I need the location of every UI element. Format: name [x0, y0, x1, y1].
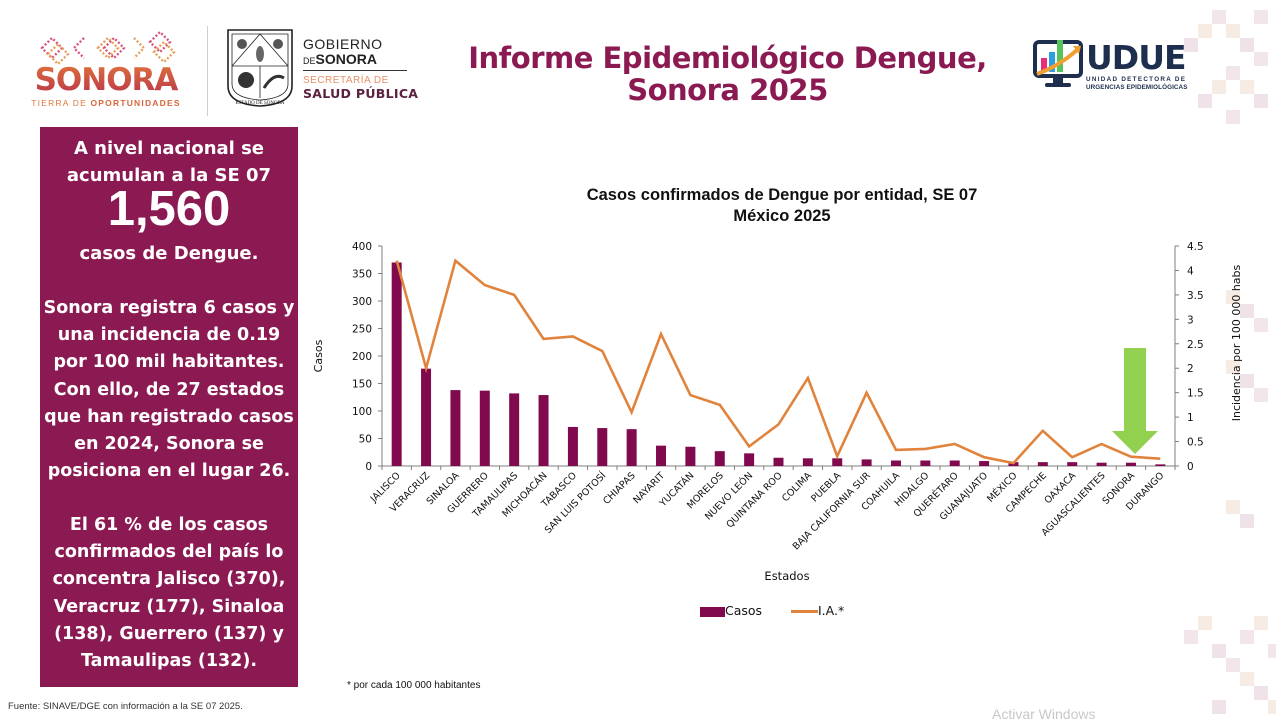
- bar-colima: [803, 458, 813, 466]
- legend-swatch-line: [791, 610, 818, 613]
- y2-tick-label: 4.5: [1187, 241, 1204, 253]
- y-tick-label: 250: [352, 324, 372, 336]
- legend-swatch-bar: [700, 607, 725, 617]
- y2-tick-label: 1.5: [1187, 388, 1204, 400]
- chart-footnote: * por cada 100 000 habitantes: [347, 680, 480, 691]
- source-note: Fuente: SINAVE/DGE con información a la …: [8, 701, 243, 712]
- bar-tamaulipas: [509, 393, 519, 466]
- windows-activation-watermark: Activar Windows: [992, 706, 1095, 722]
- bar-sinaloa: [450, 390, 460, 466]
- y-tick-label: 400: [352, 241, 372, 253]
- bar-puebla: [832, 458, 842, 466]
- bar-yucatán: [685, 447, 695, 466]
- y-tick-label: 0: [365, 461, 372, 473]
- bar-aguascalientes: [1097, 463, 1107, 466]
- bar-guerrero: [480, 391, 490, 466]
- bar-sonora: [1126, 463, 1136, 466]
- y2-tick-label: 0.5: [1187, 437, 1204, 449]
- y2-tick-label: 4: [1187, 265, 1194, 277]
- y2-tick-label: 0: [1187, 461, 1194, 473]
- legend-label-ia: I.A.*: [818, 603, 844, 618]
- bar-durango: [1155, 464, 1165, 466]
- bar-campeche: [1038, 462, 1048, 466]
- x-axis-label: Estados: [764, 569, 809, 583]
- y-tick-label: 100: [352, 406, 372, 418]
- y2-tick-label: 3.5: [1187, 290, 1204, 302]
- sonora-highlight-arrow-icon: [1112, 348, 1158, 454]
- x-tick-labels: JALISCOVERACRUZSINALOAGUERREROTAMAULIPAS…: [368, 470, 1167, 553]
- bar-morelos: [715, 451, 725, 466]
- chart-axes: 0 50 100 150 200 250 300 350 400 0 0.5 1 1.5 2 2.5 3 3.5…: [352, 241, 1204, 473]
- y2-axis-label: Incidencia por 100 000 habs: [1230, 264, 1243, 421]
- y-tick-label: 300: [352, 296, 372, 308]
- bar-san-luis-potosí: [597, 428, 607, 466]
- bar-baja-california-sur: [862, 459, 872, 466]
- bar-guanajuato: [979, 461, 989, 466]
- bar-jalisco: [392, 263, 402, 467]
- bar-veracruz: [421, 369, 431, 466]
- x-tick-label: COLIMA: [780, 470, 814, 504]
- x-tick-label: QUINTANA ROO: [724, 470, 784, 530]
- bar-michoacán: [539, 395, 549, 466]
- y2-tick-label: 1: [1187, 412, 1194, 424]
- bar-nayarit: [656, 446, 666, 466]
- y2-tick-label: 2: [1187, 363, 1194, 375]
- bar-oaxaca: [1067, 462, 1077, 466]
- bar-querétaro: [950, 461, 960, 467]
- y-tick-label: 350: [352, 269, 372, 281]
- y-tick-label: 200: [352, 351, 372, 363]
- y-tick-label: 150: [352, 379, 372, 391]
- y-tick-label: 50: [359, 434, 372, 446]
- y-axis-label: Casos: [312, 339, 325, 372]
- chart-title-line1: Casos confirmados de Dengue por entidad,…: [587, 186, 978, 204]
- legend-item-ia: I.A.*: [791, 603, 844, 618]
- bar-coahuila: [891, 461, 901, 467]
- bar-tabasco: [568, 427, 578, 466]
- bar-hidalgo: [920, 461, 930, 467]
- legend-item-casos: Casos: [700, 603, 762, 618]
- y2-tick-label: 3: [1187, 314, 1194, 326]
- chart-title-line2: México 2025: [733, 207, 830, 225]
- bar-quintana-roo: [774, 458, 784, 466]
- y2-tick-label: 2.5: [1187, 339, 1204, 351]
- bar-nuevo-león: [744, 453, 754, 466]
- bar-chiapas: [627, 429, 637, 466]
- legend-label-casos: Casos: [725, 603, 762, 618]
- x-tick-label: CHIAPAS: [601, 470, 638, 507]
